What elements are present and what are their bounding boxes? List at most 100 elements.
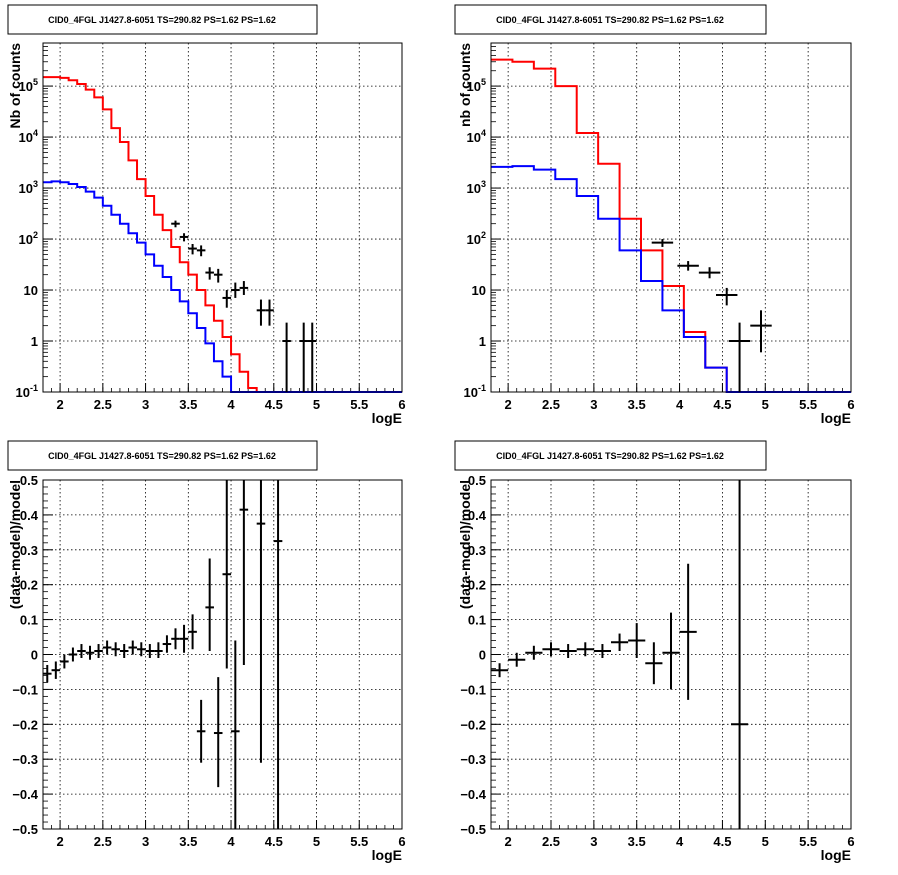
data-point bbox=[256, 480, 266, 763]
data-point bbox=[731, 480, 749, 829]
data-point bbox=[525, 645, 543, 660]
data-point bbox=[576, 642, 594, 657]
x-tick-label: 2.5 bbox=[94, 834, 112, 849]
data-point bbox=[179, 233, 189, 242]
y-tick-base: 10 bbox=[467, 79, 481, 94]
chart-title: CID0_4FGL J1427.8-6051 TS=290.82 PS=1.62… bbox=[496, 15, 724, 25]
data-point bbox=[188, 243, 197, 255]
y-tick-base: 10 bbox=[19, 79, 33, 94]
x-tick-label: 3.5 bbox=[179, 834, 197, 849]
data-points-layer bbox=[491, 480, 749, 829]
y-tick-label: 102 bbox=[467, 230, 486, 247]
x-tick-labels: 2 2.5 3 3.5 4 4.5 5 5.5 6 bbox=[505, 397, 855, 412]
data-point bbox=[239, 480, 249, 665]
x-tick-label: 5 bbox=[313, 397, 320, 412]
x-tick-label: 4.5 bbox=[265, 397, 283, 412]
data-point bbox=[60, 654, 69, 669]
x-tick-label: 4.5 bbox=[713, 834, 731, 849]
title-box bbox=[7, 4, 318, 35]
y-axis-label: Nb of counts bbox=[7, 43, 23, 129]
y-tick-exponent: 2 bbox=[33, 230, 38, 240]
data-point bbox=[728, 322, 751, 392]
series-line-red bbox=[491, 58, 851, 393]
y-tick-labels: 0.5 0.4 0.3 0.2 0.1 0 −0.1 −0.2 −0.3 −0.4 −0.5 bbox=[460, 473, 486, 837]
x-tick-label: 4 bbox=[676, 834, 684, 849]
y-tick-label: −0.2 bbox=[12, 717, 38, 732]
y-tick-label: −0.4 bbox=[12, 787, 38, 802]
y-tick-label: 105 bbox=[19, 77, 38, 94]
chart-title: CID0_4FGL J1427.8-6051 TS=290.82 PS=1.62… bbox=[48, 451, 276, 461]
x-tick-label: 6 bbox=[398, 834, 405, 849]
data-point bbox=[111, 642, 120, 657]
x-tick-label: 2 bbox=[505, 834, 512, 849]
data-point bbox=[154, 642, 163, 658]
series-line-blue bbox=[491, 165, 851, 393]
x-tick-label: 3 bbox=[142, 834, 149, 849]
y-tick-label: −0.4 bbox=[460, 787, 486, 802]
data-point bbox=[750, 310, 772, 353]
x-tick-label: 5 bbox=[762, 397, 769, 412]
x-tick-label: 3.5 bbox=[628, 834, 646, 849]
x-tick-label: 6 bbox=[398, 397, 405, 412]
data-point bbox=[171, 220, 180, 228]
data-point bbox=[68, 647, 78, 662]
y-tick-label: −0.2 bbox=[460, 717, 486, 732]
title-box bbox=[454, 4, 767, 35]
data-point bbox=[611, 633, 629, 652]
y-tick-exponent: 4 bbox=[33, 128, 38, 138]
x-tick-label: 3 bbox=[590, 397, 597, 412]
data-point bbox=[677, 261, 699, 271]
y-tick-label: 0.2 bbox=[468, 578, 486, 593]
y-tick-label: −0.3 bbox=[460, 752, 486, 767]
data-points-layer bbox=[171, 220, 317, 392]
data-point bbox=[222, 480, 232, 669]
plot-frame bbox=[42, 42, 403, 393]
plot-frame bbox=[490, 479, 852, 830]
x-tick-label: 2.5 bbox=[542, 834, 560, 849]
grid bbox=[42, 479, 403, 830]
data-point bbox=[188, 614, 197, 650]
y-tick-exponent: 3 bbox=[481, 179, 486, 189]
y-tick-label: 10-1 bbox=[16, 383, 38, 400]
series-layer bbox=[491, 58, 851, 393]
y-tick-label: −0.5 bbox=[460, 822, 486, 837]
x-tick-label: 5 bbox=[313, 834, 320, 849]
chart-title: CID0_4FGL J1427.8-6051 TS=290.82 PS=1.62… bbox=[48, 15, 276, 25]
x-axis-label: logE bbox=[821, 847, 851, 863]
y-tick-label: 105 bbox=[467, 77, 486, 94]
y-tick-exponent: -1 bbox=[30, 383, 38, 393]
x-tick-labels: 2 2.5 3 3.5 4 4.5 5 5.5 6 bbox=[505, 834, 855, 849]
series-line-blue bbox=[43, 180, 402, 393]
y-tick-label: 104 bbox=[19, 128, 38, 145]
panel-residuals-right: CID0_4FGL J1427.8-6051 TS=290.82 PS=1.62… bbox=[454, 440, 855, 863]
x-tick-label: 3 bbox=[590, 834, 597, 849]
y-tick-base: 10 bbox=[16, 385, 30, 400]
x-tick-labels: 2 2.5 3 3.5 4 4.5 5 5.5 6 bbox=[56, 834, 405, 849]
data-point bbox=[119, 644, 129, 658]
x-tick-label: 4 bbox=[227, 397, 235, 412]
data-point bbox=[239, 281, 249, 295]
y-tick-label: −0.1 bbox=[12, 682, 38, 697]
data-point bbox=[128, 640, 138, 655]
x-tick-label: 2 bbox=[56, 397, 63, 412]
y-tick-label: 103 bbox=[19, 179, 38, 196]
x-tick-label: 2 bbox=[56, 834, 63, 849]
x-tick-label: 2.5 bbox=[94, 397, 112, 412]
y-tick-label: 1 bbox=[479, 334, 486, 349]
x-tick-label: 6 bbox=[847, 834, 854, 849]
x-tick-label: 4.5 bbox=[265, 834, 283, 849]
x-tick-label: 5.5 bbox=[350, 397, 368, 412]
y-tick-label: 0.4 bbox=[468, 508, 487, 523]
panel-counts-left: CID0_4FGL J1427.8-6051 TS=290.82 PS=1.62… bbox=[7, 4, 406, 426]
data-point bbox=[491, 663, 509, 678]
y-tick-label: 0.4 bbox=[20, 508, 39, 523]
data-point bbox=[273, 480, 283, 829]
data-point bbox=[716, 287, 738, 306]
y-tick-label: 0.2 bbox=[20, 578, 38, 593]
data-point bbox=[231, 640, 240, 829]
x-tick-label: 3.5 bbox=[179, 397, 197, 412]
series-line-red bbox=[43, 76, 402, 393]
data-point bbox=[645, 642, 663, 685]
